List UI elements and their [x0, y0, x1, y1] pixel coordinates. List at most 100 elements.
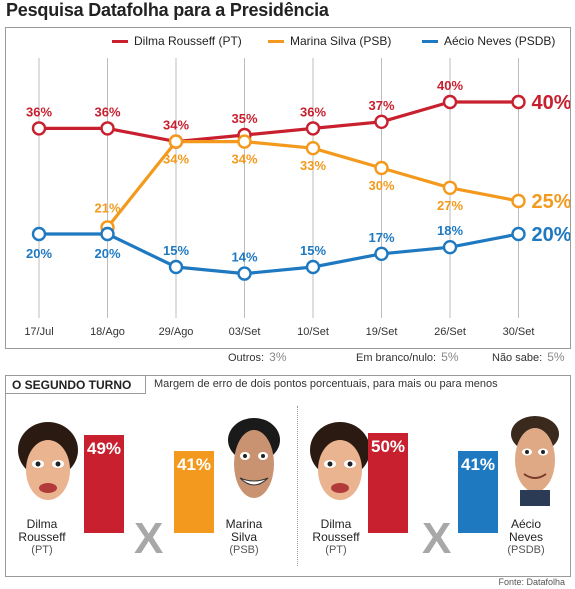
bar-marina-value: 41% — [176, 455, 212, 474]
data-point — [305, 121, 321, 136]
candidate-dilma-1-first: Dilma — [26, 517, 58, 531]
legend-swatch-marina — [268, 39, 284, 43]
bar-dilma-vs-aecio: 50% — [368, 433, 408, 533]
data-label: 34% — [163, 152, 189, 167]
bar-dilma-vs-marina: 49% — [84, 435, 124, 533]
candidate-marina: Marina Silva (PSB) — [212, 518, 276, 557]
data-point — [305, 259, 321, 275]
other-answers-row: Outros: 3% Em branco/nulo: 5% Não sabe: … — [0, 350, 575, 366]
x-tick-label: 17/Jul — [24, 326, 53, 338]
data-point — [374, 160, 389, 176]
legend-label-marina: Marina Silva (PSB) — [290, 34, 392, 48]
data-point — [305, 140, 321, 156]
data-label: 20% — [94, 246, 120, 261]
legend-label-aecio: Aécio Neves (PSDB) — [444, 34, 556, 48]
bar-aecio-value: 41% — [460, 455, 496, 474]
candidate-dilma-2: Dilma Rousseff (PT) — [304, 518, 368, 557]
legend-aecio: Aécio Neves (PSDB) — [422, 34, 555, 48]
end-value-label: 40% — [532, 92, 571, 114]
candidate-aecio-first: Aécio — [510, 517, 542, 531]
x-tick-label: 29/Ago — [159, 326, 194, 338]
data-label: 21% — [94, 200, 120, 215]
data-point — [442, 239, 458, 255]
x-tick-label: 18/Ago — [90, 326, 125, 338]
data-point — [100, 226, 115, 242]
data-label: 17% — [368, 230, 394, 245]
bar-marina: 41% — [174, 451, 214, 533]
stat-branco-nulo-label: Em branco/nulo: — [356, 352, 437, 364]
margin-of-error-note: Margem de erro de dois pontos porcentuai… — [154, 378, 498, 390]
line-chart-panel: 17/Jul 18/Ago 29/Ago 03/Set 10/Set 19/Set 26/S… — [5, 27, 571, 349]
data-point — [237, 266, 252, 281]
candidate-marina-last: Silva — [230, 530, 257, 544]
data-point — [511, 226, 526, 242]
data-point — [168, 134, 184, 149]
x-tick-label: 30/Set — [503, 326, 535, 338]
data-point — [442, 180, 458, 196]
data-point — [511, 193, 526, 209]
stat-outros-value: 3% — [269, 350, 287, 364]
candidate-dilma-2-last: Rousseff — [312, 530, 360, 544]
data-label: 20% — [26, 246, 52, 261]
legend-swatch-aecio — [422, 39, 438, 43]
stat-outros: Outros: 3% — [228, 350, 286, 364]
candidate-dilma-2-first: Dilma — [320, 517, 352, 531]
page-title: Pesquisa Datafolha para a Presidência — [6, 0, 329, 20]
data-label: 34% — [231, 152, 257, 167]
data-point — [442, 94, 458, 110]
source-note: Fonte: Datafolha — [498, 577, 565, 587]
stat-nao-sabe-label: Não sabe: — [492, 352, 543, 364]
candidate-aecio-party: (PSDB) — [507, 544, 545, 556]
stat-outros-label: Outros: — [228, 352, 265, 364]
data-point — [31, 121, 47, 136]
data-label: 36% — [94, 104, 120, 119]
line-chart: 17/Jul 18/Ago 29/Ago 03/Set 10/Set 19/Set 26/S… — [24, 58, 571, 338]
legend-label-dilma: Dilma Rousseff (PT) — [134, 34, 242, 48]
end-value-label: 20% — [532, 224, 571, 246]
x-tick-label: 03/Set — [229, 326, 261, 338]
candidate-aecio: Aécio Neves (PSDB) — [494, 518, 558, 557]
bar-dilma-vs-aecio-value: 50% — [370, 437, 406, 456]
data-label: 37% — [368, 98, 394, 113]
bar-aecio: 41% — [458, 451, 498, 533]
data-point — [168, 259, 184, 275]
dilma-caricature-icon-2 — [310, 422, 370, 500]
data-point — [511, 94, 526, 110]
second-round-panel: O SEGUNDO TURNO Margem de erro de dois p… — [5, 375, 571, 577]
data-point — [100, 121, 115, 136]
stat-nao-sabe-value: 5% — [547, 350, 565, 364]
data-label: 30% — [368, 178, 394, 193]
data-point — [374, 114, 389, 130]
legend-dilma: Dilma Rousseff (PT) — [112, 34, 242, 48]
legend-marina: Marina Silva (PSB) — [268, 34, 391, 48]
data-label: 15% — [300, 243, 326, 258]
legend-swatch-dilma — [112, 39, 128, 43]
candidate-aecio-last: Neves — [508, 530, 543, 544]
stat-nao-sabe: Não sabe: 5% — [492, 350, 565, 364]
data-label: 35% — [231, 111, 257, 126]
bar-dilma-vs-marina-value: 49% — [86, 439, 122, 458]
data-label: 34% — [163, 118, 189, 133]
second-round-header: O SEGUNDO TURNO — [6, 376, 146, 394]
stat-branco-nulo-value: 5% — [441, 350, 459, 364]
end-value-label: 25% — [532, 191, 571, 213]
series-line-0 — [39, 100, 519, 144]
data-label: 18% — [437, 223, 463, 238]
x-tick-label: 26/Set — [434, 326, 466, 338]
versus-mark-1: X — [134, 514, 164, 563]
candidate-dilma-1-last: Rousseff — [18, 530, 66, 544]
marina-caricature-icon — [228, 418, 280, 498]
x-tick-label: 10/Set — [297, 326, 329, 338]
data-label: 36% — [300, 104, 326, 119]
data-label: 15% — [163, 243, 189, 258]
series-line-2 — [39, 232, 519, 276]
data-point — [374, 246, 389, 262]
candidate-dilma-1-party: (PT) — [31, 544, 53, 556]
data-point — [31, 226, 47, 242]
data-label: 14% — [231, 250, 257, 265]
data-label: 33% — [300, 158, 326, 173]
aecio-caricature-icon — [511, 416, 559, 506]
candidate-dilma-2-party: (PT) — [325, 544, 347, 556]
dilma-caricature-icon — [18, 422, 78, 500]
stat-branco-nulo: Em branco/nulo: 5% — [356, 350, 459, 364]
